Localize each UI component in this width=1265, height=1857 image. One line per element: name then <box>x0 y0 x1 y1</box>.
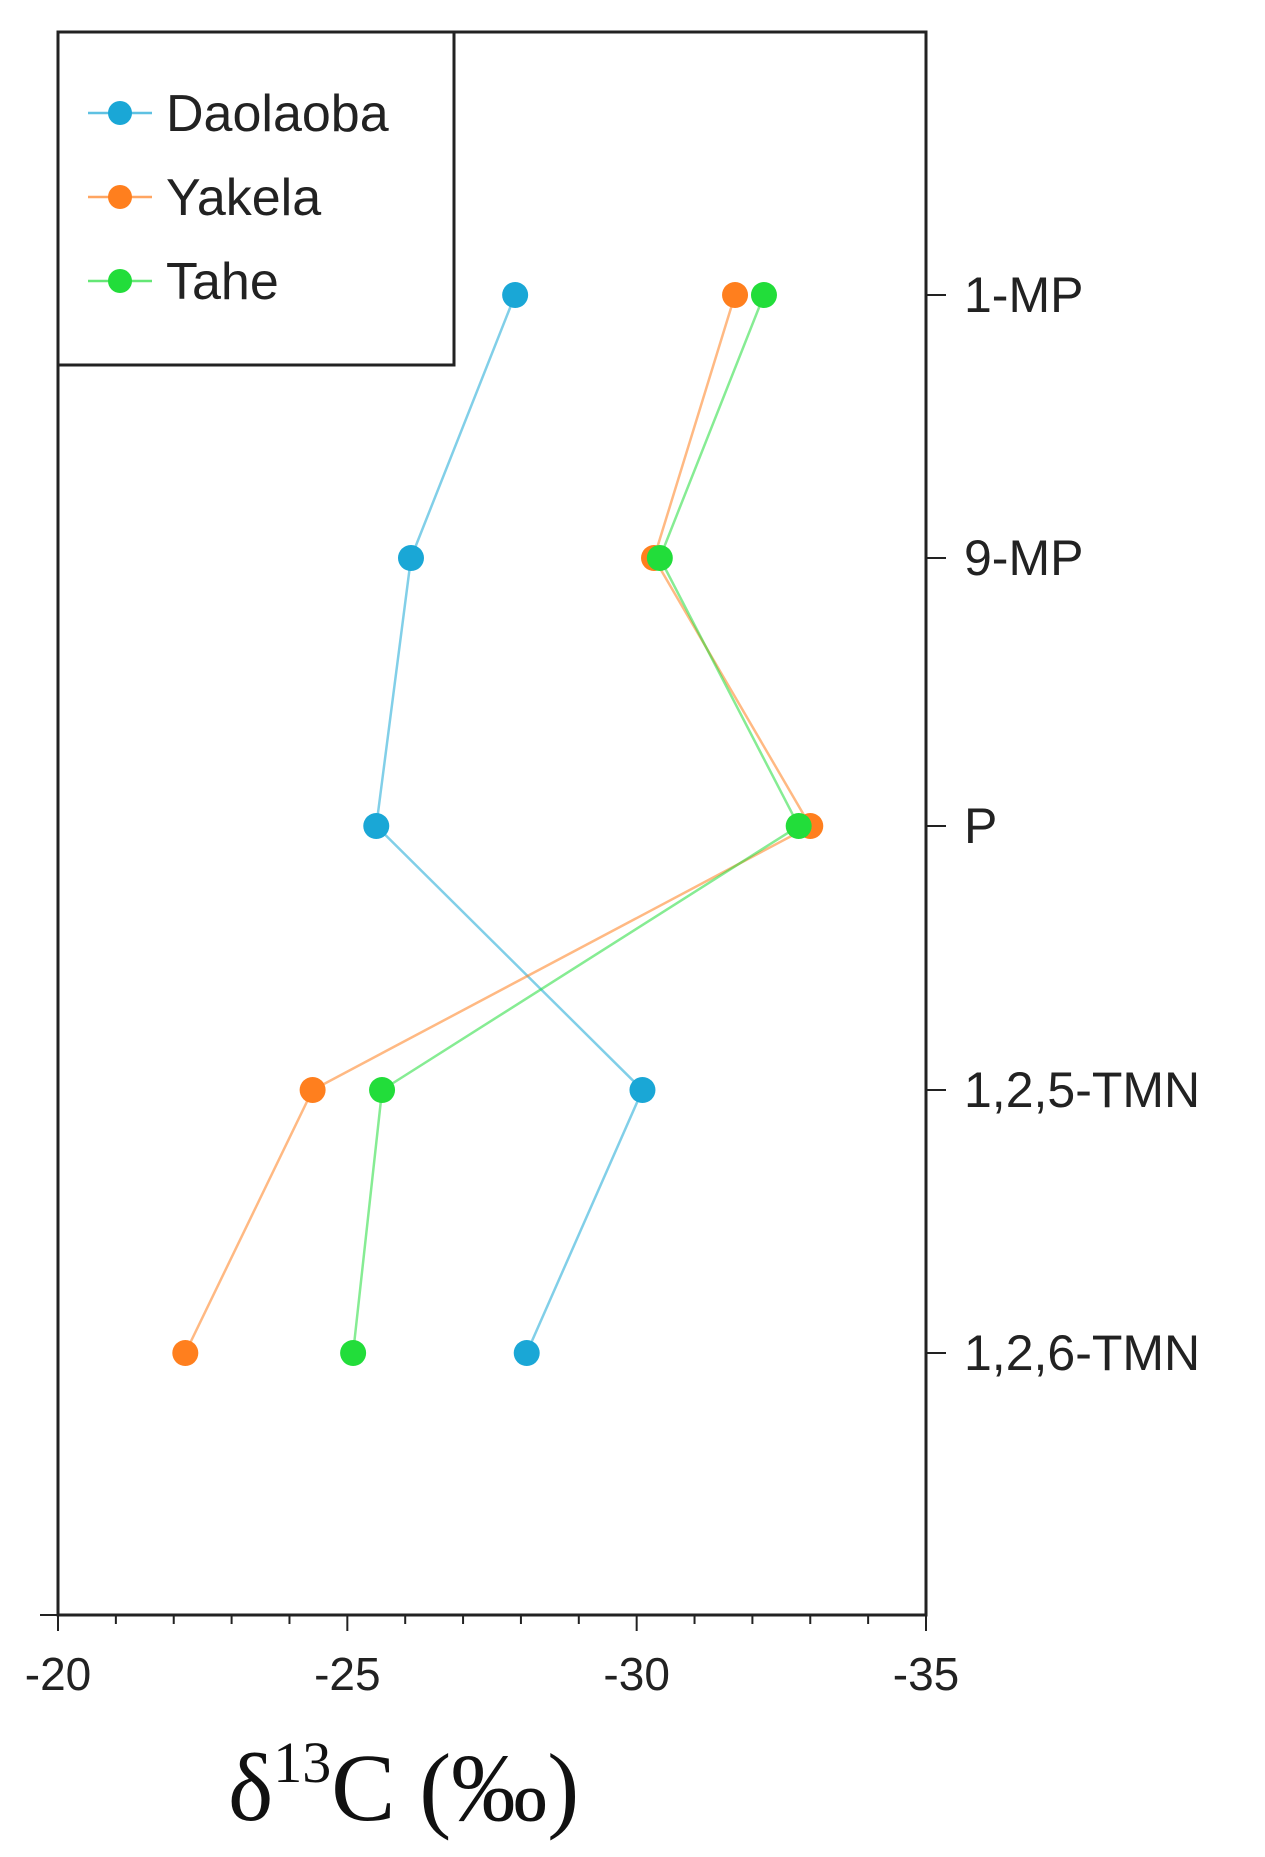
legend-swatch-marker <box>108 185 132 209</box>
data-point <box>513 1340 540 1366</box>
data-point <box>363 813 390 839</box>
data-point <box>369 1077 396 1103</box>
series-line <box>374 294 644 1354</box>
legend-label: Daolaoba <box>166 85 389 143</box>
legend-label: Tahe <box>166 253 279 311</box>
category-label: 1-MP <box>964 267 1083 323</box>
data-point <box>646 545 673 571</box>
legend-item-daolaoba: Daolaoba <box>88 85 389 143</box>
legend-swatch-marker <box>108 269 132 293</box>
legend: Daolaoba Yakela Tahe <box>56 30 456 367</box>
series-yakela <box>172 282 824 1366</box>
data-point <box>722 282 749 308</box>
category-label: 9-MP <box>964 530 1083 586</box>
series-tahe <box>340 282 812 1366</box>
legend-label: Yakela <box>166 169 321 227</box>
category-axis: 1-MP 9-MP P 1,2,5-TMN 1,2,6-TMN <box>926 267 1200 1381</box>
series-layer <box>172 282 824 1366</box>
x-tick-label: -25 <box>314 1648 380 1700</box>
category-label: P <box>964 798 997 854</box>
data-point <box>397 545 424 571</box>
legend-item-tahe: Tahe <box>88 253 279 311</box>
data-point <box>750 282 777 308</box>
data-point <box>172 1340 199 1366</box>
plot-frame <box>56 30 928 1617</box>
legend-swatch-marker <box>108 101 132 125</box>
data-point <box>502 282 529 308</box>
x-tick-label: -20 <box>25 1648 91 1700</box>
x-axis-title-superscript: 13 <box>273 1730 331 1795</box>
data-point <box>785 813 812 839</box>
category-label: 1,2,6-TMN <box>964 1325 1200 1381</box>
x-tick-label: -30 <box>603 1648 669 1700</box>
series-daolaoba <box>363 282 656 1366</box>
data-point <box>629 1077 656 1103</box>
category-label: 1,2,5-TMN <box>964 1062 1200 1118</box>
x-axis-title: δ13C (‰) <box>228 1730 579 1841</box>
data-point <box>299 1077 326 1103</box>
x-axis: -20 -25 -30 -35 <box>25 1614 959 1700</box>
legend-item-yakela: Yakela <box>88 169 321 227</box>
series-line <box>351 294 801 1354</box>
data-point <box>340 1340 367 1366</box>
x-axis-title-delta: δ <box>228 1734 273 1841</box>
x-axis-title-rest: C (‰) <box>331 1734 579 1841</box>
series-line <box>184 294 813 1354</box>
x-tick-label: -35 <box>893 1648 959 1700</box>
